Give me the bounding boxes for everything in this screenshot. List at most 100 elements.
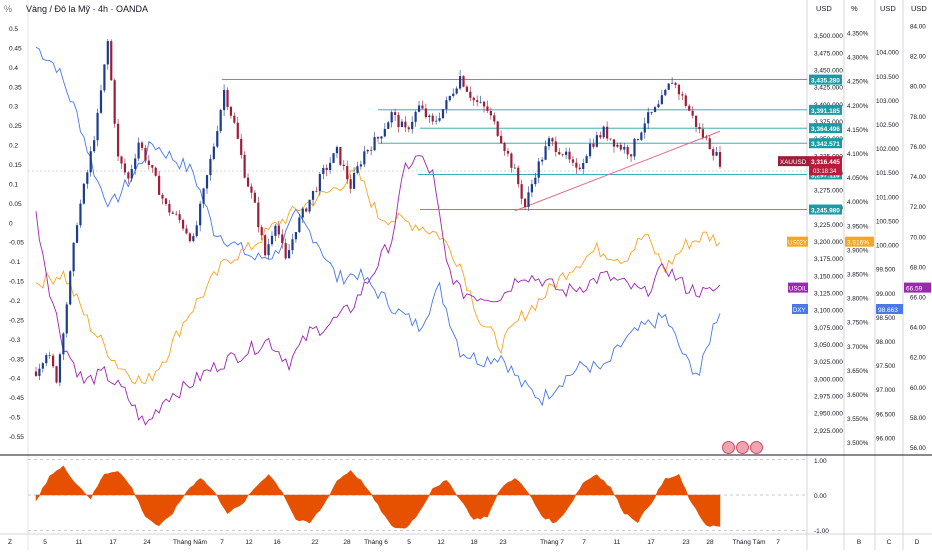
usoil-series-line <box>35 155 721 426</box>
left-pct-tick: 0.1 <box>9 181 18 188</box>
candle-body <box>65 304 68 334</box>
candle-body <box>527 192 530 207</box>
candle-body <box>356 166 359 173</box>
candle-body <box>616 144 619 147</box>
candle-body <box>708 138 711 150</box>
candle-body <box>58 354 62 383</box>
price-tick-label: 3,475.000 <box>814 50 843 57</box>
candle-body <box>455 88 458 94</box>
price-tick-label: 3,075.000 <box>814 325 843 332</box>
candle-body <box>219 110 222 132</box>
candle-body <box>612 139 616 147</box>
candle-body <box>469 91 472 98</box>
candle-body <box>144 147 147 161</box>
yield-tick-label: 3.800% <box>847 296 869 303</box>
candle-body <box>195 225 198 237</box>
candle-body <box>82 183 85 204</box>
candle-body <box>308 199 311 212</box>
time-tick-label: 7 <box>776 539 780 546</box>
candle-body <box>359 164 362 167</box>
candle-body <box>342 164 345 167</box>
price-tick-label: 3,150.000 <box>814 273 843 280</box>
dxy-value: 98.663 <box>878 307 898 314</box>
time-tick-label: Tháng 6 <box>364 539 388 546</box>
time-tick-label: 24 <box>143 539 151 546</box>
yield-tick-label: 4.000% <box>847 199 869 206</box>
candle-body <box>86 172 89 184</box>
candle-body <box>325 167 328 171</box>
yield-tick-label: 4.250% <box>847 79 869 86</box>
candle-body <box>715 152 718 156</box>
candle-body <box>698 127 701 130</box>
oil-tick-label: 80.00 <box>910 84 926 91</box>
candle-body <box>274 225 277 236</box>
yield-tick-label: 4.050% <box>847 175 869 182</box>
oil-tick-label: 56.00 <box>910 445 926 452</box>
left-pct-tick: 0.45 <box>9 45 22 52</box>
candle-body <box>421 105 424 109</box>
candle-body <box>537 161 540 178</box>
candle-body <box>267 244 270 256</box>
candle-body <box>202 188 205 204</box>
candle-body <box>606 126 609 139</box>
level-price-tag <box>809 138 842 149</box>
candle-body <box>260 227 263 236</box>
candle-body <box>178 214 181 221</box>
axis-corner-c: C <box>887 539 892 546</box>
candle-body <box>462 76 465 87</box>
us02y-series-line <box>35 164 721 385</box>
candle-body <box>517 167 520 185</box>
candle-body <box>106 41 109 65</box>
trendline <box>514 130 721 212</box>
candle-body <box>335 147 339 154</box>
dxy-tick-label: 99.000 <box>876 291 896 298</box>
logo-dot-icon <box>750 441 763 454</box>
candle-body <box>660 95 663 105</box>
candle-body <box>103 64 106 91</box>
level-price-label: 3,342.571 <box>811 141 840 148</box>
tradingview-logo[interactable] <box>722 441 763 454</box>
candle-body <box>438 118 441 121</box>
time-tick-label: 23 <box>499 539 507 546</box>
left-pct-tick: 0.2 <box>9 143 18 150</box>
price-tick-label: 3,175.000 <box>814 256 843 263</box>
level-price-label: 3,391.185 <box>811 108 840 115</box>
candle-body <box>650 111 653 113</box>
oil-tick-label: 76.00 <box>910 144 926 151</box>
axis-corner-d: D <box>915 539 920 546</box>
candle-body <box>541 159 544 162</box>
bar-countdown: 03:18:34 <box>813 169 837 175</box>
candle-body <box>89 151 92 173</box>
yield-tick-label: 4.100% <box>847 151 869 158</box>
symbol-title[interactable]: Vàng / Đô la Mỹ · 4h · OANDA <box>26 4 149 14</box>
candle-body <box>113 80 116 124</box>
candle-body <box>281 234 284 244</box>
time-tick-label: 28 <box>343 539 351 546</box>
time-tick-label: Tháng Tám <box>732 539 765 546</box>
us02y-symbol-label: US02Y <box>788 241 807 247</box>
candle-body <box>387 122 390 129</box>
time-tick-label: 18 <box>470 539 478 546</box>
last-price-tag <box>809 156 842 176</box>
candle-body <box>558 152 561 155</box>
candle-body <box>352 172 356 189</box>
candle-body <box>93 140 96 152</box>
price-tick-label: 3,450.000 <box>814 67 843 74</box>
candle-body <box>599 135 602 138</box>
candle-body <box>349 179 352 189</box>
candle-body <box>41 363 44 369</box>
price-tick-label: 3,500.000 <box>814 33 843 40</box>
dxy-tick-label: 98.500 <box>876 315 896 322</box>
price-tick-label: 3,225.000 <box>814 222 843 229</box>
candle-body <box>428 115 431 118</box>
candle-body <box>216 131 219 147</box>
oil-tick-label: 60.00 <box>910 385 926 392</box>
dxy-tick-label: 104.000 <box>876 50 899 57</box>
dxy-tick-label: 96.500 <box>876 411 896 418</box>
left-pct-tick: -0.1 <box>9 259 21 266</box>
yield-tick-label: 3.750% <box>847 320 869 327</box>
candle-body <box>417 105 421 112</box>
yield-tick-label: 4.150% <box>847 127 869 134</box>
